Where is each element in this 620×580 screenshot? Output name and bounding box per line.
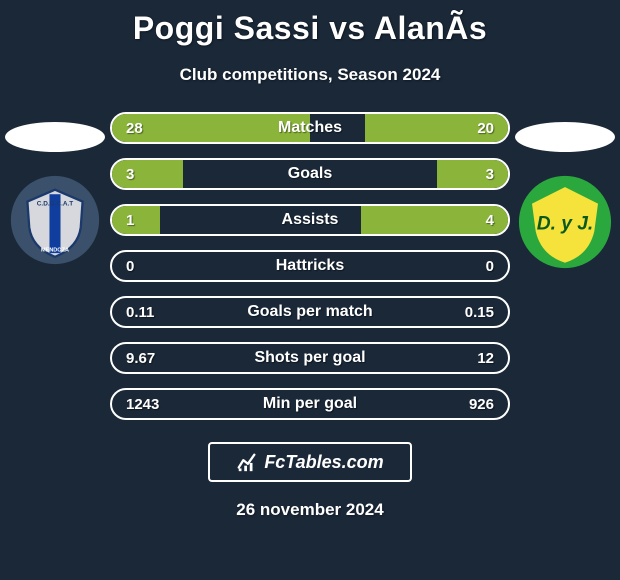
player-silhouette-right	[515, 122, 615, 152]
chart-icon	[236, 451, 258, 473]
badge-text-top: C.D.G.C.A.T	[37, 200, 74, 207]
branding-text: FcTables.com	[264, 452, 383, 473]
content-area: C.D.G.C.A.T MENDOZA D. y J. 2820Matches 3…	[0, 112, 620, 442]
stat-value-left: 0	[126, 252, 134, 280]
stat-bar: 9.67 12Shots per goal	[110, 342, 510, 374]
club-logo-right: D. y J.	[517, 174, 613, 270]
page-title: Poggi Sassi vs AlanÃs	[0, 0, 620, 47]
stat-fill-right	[361, 206, 508, 234]
branding-box: FcTables.com	[208, 442, 411, 482]
stat-value-right: 0	[486, 252, 494, 280]
stat-label: Min per goal	[112, 390, 508, 418]
date-label: 26 november 2024	[0, 500, 620, 520]
stat-bar: 0.11 0.15Goals per match	[110, 296, 510, 328]
stat-label: Hattricks	[112, 252, 508, 280]
stat-value-left: 9.67	[126, 344, 155, 372]
stat-bar: 33Goals	[110, 158, 510, 190]
stat-bar: 1243 926Min per goal	[110, 388, 510, 420]
stat-value-left: 1243	[126, 390, 159, 418]
player-silhouette-left	[5, 122, 105, 152]
stat-value-left: 0.11	[126, 298, 154, 326]
stat-fill-left	[112, 114, 310, 142]
stat-fill-right	[437, 160, 508, 188]
stat-fill-left	[112, 160, 183, 188]
club-logo-left: C.D.G.C.A.T MENDOZA	[9, 174, 101, 266]
stat-bar: 2820Matches	[110, 112, 510, 144]
badge-letters-right: D. y J.	[537, 214, 594, 235]
stat-bar: 0 0Hattricks	[110, 250, 510, 282]
comparison-card: Poggi Sassi vs AlanÃs Club competitions,…	[0, 0, 620, 580]
stat-value-right: 926	[469, 390, 494, 418]
stat-value-right: 0.15	[465, 298, 494, 326]
stat-bar: 14Assists	[110, 204, 510, 236]
stat-fill-left	[112, 206, 160, 234]
player-left-column: C.D.G.C.A.T MENDOZA	[0, 112, 110, 442]
stat-label: Goals per match	[112, 298, 508, 326]
stat-bars: 2820Matches 33Goals 14Assists 0 0Hattricks 0.…	[110, 112, 510, 420]
badge-text-bottom: MENDOZA	[41, 247, 69, 253]
stat-value-right: 12	[477, 344, 494, 372]
stat-label: Shots per goal	[112, 344, 508, 372]
player-right-column: D. y J.	[510, 112, 620, 442]
stat-fill-right	[365, 114, 508, 142]
branding-row: FcTables.com	[0, 442, 620, 482]
subtitle: Club competitions, Season 2024	[0, 65, 620, 85]
